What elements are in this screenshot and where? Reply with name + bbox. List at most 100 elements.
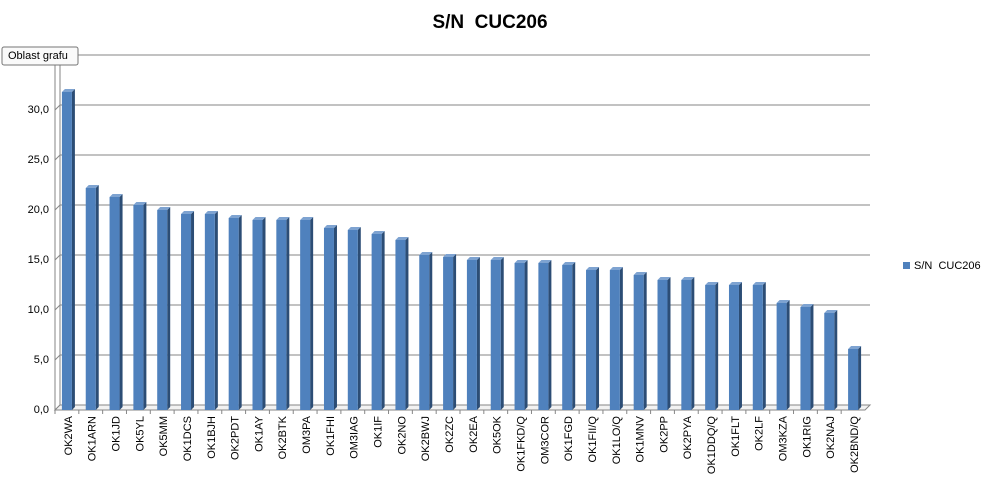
bar <box>252 217 266 410</box>
bar <box>157 207 171 410</box>
bar <box>562 262 576 410</box>
bar-front <box>109 197 120 410</box>
bar-front <box>133 205 144 410</box>
x-tick-label: OK1ARN <box>87 416 99 461</box>
bar-top <box>419 252 433 255</box>
bar-top <box>323 225 337 228</box>
bar-side <box>500 257 504 410</box>
tooltip-box <box>1 46 79 66</box>
bar-top <box>633 272 647 275</box>
bar <box>586 267 600 410</box>
bar <box>419 252 433 410</box>
y-tick-label: 5,0 <box>34 354 49 366</box>
grid-line <box>54 354 870 361</box>
x-tick-label: OK5OK <box>492 415 504 454</box>
bar <box>681 277 695 410</box>
grid-line <box>54 304 870 311</box>
bar <box>228 215 242 410</box>
bar <box>181 211 195 410</box>
bar-front <box>466 260 477 410</box>
bar-top <box>609 267 623 270</box>
bar-side <box>286 217 290 410</box>
bar-top <box>728 282 742 285</box>
bar-top <box>252 217 266 220</box>
x-tick-label: OK2NAJ <box>825 416 837 459</box>
bar-side <box>381 231 385 410</box>
bar-side <box>667 277 671 410</box>
bar <box>633 272 647 410</box>
tooltip: Oblast grafu <box>8 50 68 62</box>
bar <box>728 282 742 410</box>
bar-side <box>357 227 361 410</box>
bar-top <box>85 185 99 188</box>
bar-front <box>824 313 835 410</box>
x-tick-label: OM3IAG <box>349 416 361 459</box>
bar-top <box>466 257 480 260</box>
bar-side <box>548 260 552 410</box>
bar-front <box>681 280 692 410</box>
bar-front <box>752 285 763 410</box>
bar <box>752 282 766 410</box>
x-tick-label: OM3COR <box>539 416 551 464</box>
bar-side <box>143 202 147 410</box>
bar-side <box>810 304 814 410</box>
grid-line <box>54 204 870 211</box>
grid-line <box>54 254 870 261</box>
bar-side <box>596 267 600 410</box>
bar-side <box>738 282 742 410</box>
x-tick-label: OK1JD <box>110 416 122 452</box>
bar-top <box>109 194 123 197</box>
x-tick-label: OK1FLT <box>730 416 742 457</box>
bar-side <box>429 252 433 410</box>
y-tick-label: 15,0 <box>28 254 49 266</box>
bar-top <box>562 262 576 265</box>
bar-front <box>395 240 406 410</box>
bar <box>824 310 838 410</box>
bar <box>657 277 671 410</box>
y-tick-label: 10,0 <box>28 304 49 316</box>
bar-top <box>586 267 600 270</box>
bar <box>61 89 75 410</box>
x-tick-label: OM3KZA <box>778 415 790 461</box>
bar <box>466 257 480 410</box>
bar-front <box>157 210 168 410</box>
bar-side <box>643 272 647 410</box>
x-tick-label: OK2PP <box>658 416 670 453</box>
bar-front <box>181 214 192 410</box>
bar-side <box>619 267 623 410</box>
bar <box>514 260 528 410</box>
bar-front <box>848 349 859 410</box>
bar <box>109 194 123 410</box>
bar-top <box>776 300 790 303</box>
legend-label: S/N CUC206 <box>914 260 981 272</box>
x-tick-label: OK2LF <box>754 416 766 451</box>
chart-title: S/N CUC206 <box>432 12 547 33</box>
x-tick-label: OK1DDQ/Q <box>706 416 718 475</box>
bar-front <box>300 220 311 410</box>
x-tick-label: OK5YL <box>134 416 146 451</box>
bar-side <box>453 254 457 410</box>
y-tick-label: 25,0 <box>28 154 49 166</box>
bar-side <box>762 282 766 410</box>
x-tick-label: OK1AY <box>253 415 265 452</box>
bar-front <box>586 270 597 410</box>
grid-line <box>54 104 870 111</box>
bar-side <box>119 194 123 410</box>
bar-top <box>538 260 552 263</box>
bar-front <box>347 230 358 410</box>
bar-front <box>538 263 549 410</box>
bar-top <box>204 211 218 214</box>
bar-side <box>786 300 790 410</box>
bar-front <box>276 220 287 410</box>
bar-front <box>705 285 716 410</box>
bar-front <box>371 234 382 410</box>
bar <box>347 227 361 410</box>
bar-top <box>61 89 75 92</box>
bar-front <box>228 218 239 410</box>
bar-top <box>395 237 409 240</box>
bar-side <box>238 215 242 410</box>
bar <box>848 346 862 410</box>
bar-side <box>858 346 862 410</box>
bar-front <box>252 220 263 410</box>
bar-front <box>728 285 739 410</box>
